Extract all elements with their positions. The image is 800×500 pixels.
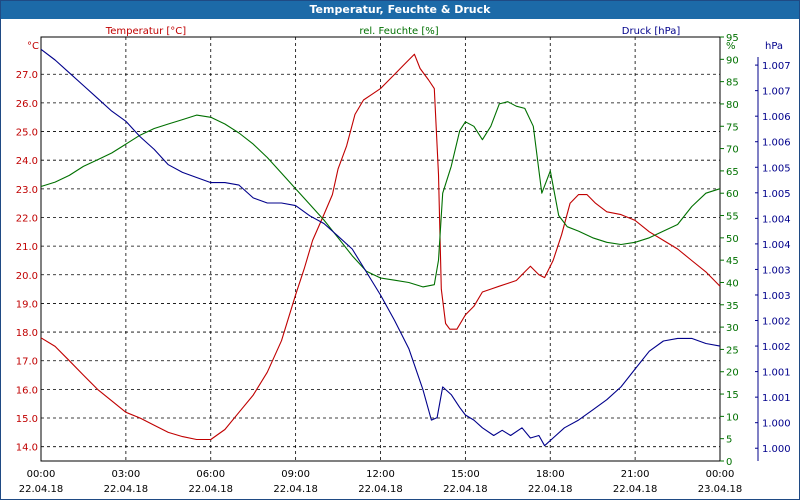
time-tick-label: 00:00	[706, 469, 735, 480]
temperature-tick-label: 27.0	[16, 70, 38, 81]
pressure-tick-label: 1.004	[762, 214, 791, 225]
temperature-tick-label: 26.0	[16, 99, 38, 110]
date-tick-label: 22.04.18	[104, 484, 149, 495]
humidity-tick-label: 20	[726, 368, 739, 379]
temperature-tick-label: 16.0	[16, 385, 38, 396]
humidity-tick-label: 40	[726, 278, 739, 289]
humidity-tick-label: 35	[726, 301, 739, 312]
series-layer	[40, 48, 721, 447]
temperature-tick-label: 21.0	[16, 242, 38, 253]
temperature-tick-label: 25.0	[16, 128, 38, 139]
humidity-tick-label: 5	[726, 435, 732, 446]
humidity-tick-label: 45	[726, 256, 739, 267]
temperature-axis: 14.0 15.0 16.0 17.0 18.0 19.0 20.0 21.0 22.0 23.0…	[16, 41, 39, 454]
temperature-tick-label: 20.0	[16, 271, 38, 282]
humidity-unit-label: %	[726, 41, 736, 52]
time-tick-label: 06:00	[196, 469, 225, 480]
legend-humidity: rel. Feuchte [%]	[359, 26, 438, 37]
time-tick-label: 00:00	[27, 469, 56, 480]
humidity-tick-label: 30	[726, 323, 739, 334]
temperature-tick-label: 14.0	[16, 443, 38, 454]
date-tick-label: 22.04.18	[613, 484, 658, 495]
humidity-tick-label: 0	[726, 457, 732, 468]
pressure-tick-label: 1.003	[762, 265, 791, 276]
pressure-axis: 1.000 1.000 1.001 1.001 1.002 1.002 1.003 1.003…	[755, 41, 791, 461]
legend-pressure: Druck [hPa]	[622, 26, 681, 37]
pressure-tick-label: 1.002	[762, 342, 791, 353]
pressure-tick-label: 1.005	[762, 163, 791, 174]
pressure-tick-label: 1.006	[762, 138, 791, 149]
temperature-tick-label: 22.0	[16, 213, 38, 224]
window-title: Temperatur, Feuchte & Druck	[1, 1, 799, 19]
time-tick-label: 12:00	[366, 469, 395, 480]
pressure-tick-label: 1.001	[762, 393, 791, 404]
pressure-tick-label: 1.007	[762, 87, 791, 98]
humidity-tick-label: 95	[726, 33, 739, 44]
temperature-tick-label: 24.0	[16, 156, 38, 167]
time-tick-label: 18:00	[536, 469, 565, 480]
date-tick-label: 22.04.18	[443, 484, 488, 495]
temperature-tick-label: 17.0	[16, 357, 38, 368]
humidity-tick-label: 50	[726, 234, 739, 245]
pressure-tick-label: 1.002	[762, 317, 791, 328]
humidity-tick-label: 10	[726, 412, 739, 423]
legend-temperature: Temperatur [°C]	[105, 26, 186, 37]
date-tick-label: 22.04.18	[19, 484, 64, 495]
pressure-tick-label: 1.005	[762, 189, 791, 200]
temperature-unit-label: °C	[27, 41, 39, 52]
humidity-tick-label: 75	[726, 122, 739, 133]
humidity-tick-label: 55	[726, 212, 739, 223]
pressure-tick-label: 1.003	[762, 291, 791, 302]
time-tick-label: 21:00	[621, 469, 650, 480]
date-tick-label: 22.04.18	[528, 484, 573, 495]
humidity-tick-label: 60	[726, 189, 739, 200]
grid	[40, 37, 721, 461]
time-axis: 00:00 22.04.18 03:00 22.04.18 06:00 22.04.18 0…	[19, 469, 743, 495]
humidity-tick-label: 70	[726, 145, 739, 156]
legend: Temperatur [°C] rel. Feuchte [%] Druck [hP…	[105, 26, 681, 37]
date-tick-label: 22.04.18	[358, 484, 403, 495]
humidity-tick-label: 65	[726, 167, 739, 178]
humidity-tick-label: 80	[726, 100, 739, 111]
humidity-axis: 0 5 10 15 20 25 30 35 40 45 50 55 60 65 70 75 80 85 90 95%	[720, 33, 739, 468]
pressure-tick-label: 1.001	[762, 368, 791, 379]
time-tick-label: 03:00	[111, 469, 140, 480]
humidity-tick-label: 15	[726, 390, 739, 401]
temperature-tick-label: 15.0	[16, 414, 38, 425]
date-tick-label: 23.04.18	[698, 484, 743, 495]
date-tick-label: 22.04.18	[273, 484, 318, 495]
time-tick-label: 09:00	[281, 469, 310, 480]
pressure-tick-label: 1.004	[762, 240, 791, 251]
humidity-tick-label: 25	[726, 345, 739, 356]
pressure-unit-label: hPa	[765, 41, 783, 52]
pressure-series-line	[40, 48, 721, 447]
pressure-tick-label: 1.006	[762, 112, 791, 123]
humidity-tick-label: 90	[726, 55, 739, 66]
date-tick-label: 22.04.18	[188, 484, 233, 495]
humidity-tick-label: 85	[726, 78, 739, 89]
temperature-tick-label: 19.0	[16, 299, 38, 310]
plot-area	[40, 36, 721, 462]
humidity-series-line	[40, 101, 721, 288]
temperature-series-line	[40, 53, 721, 441]
temperature-tick-label: 23.0	[16, 185, 38, 196]
pressure-tick-label: 1.007	[762, 61, 791, 72]
time-tick-label: 15:00	[451, 469, 480, 480]
pressure-tick-label: 1.000	[762, 419, 791, 430]
temperature-tick-label: 18.0	[16, 328, 38, 339]
pressure-tick-label: 1.000	[762, 444, 791, 455]
